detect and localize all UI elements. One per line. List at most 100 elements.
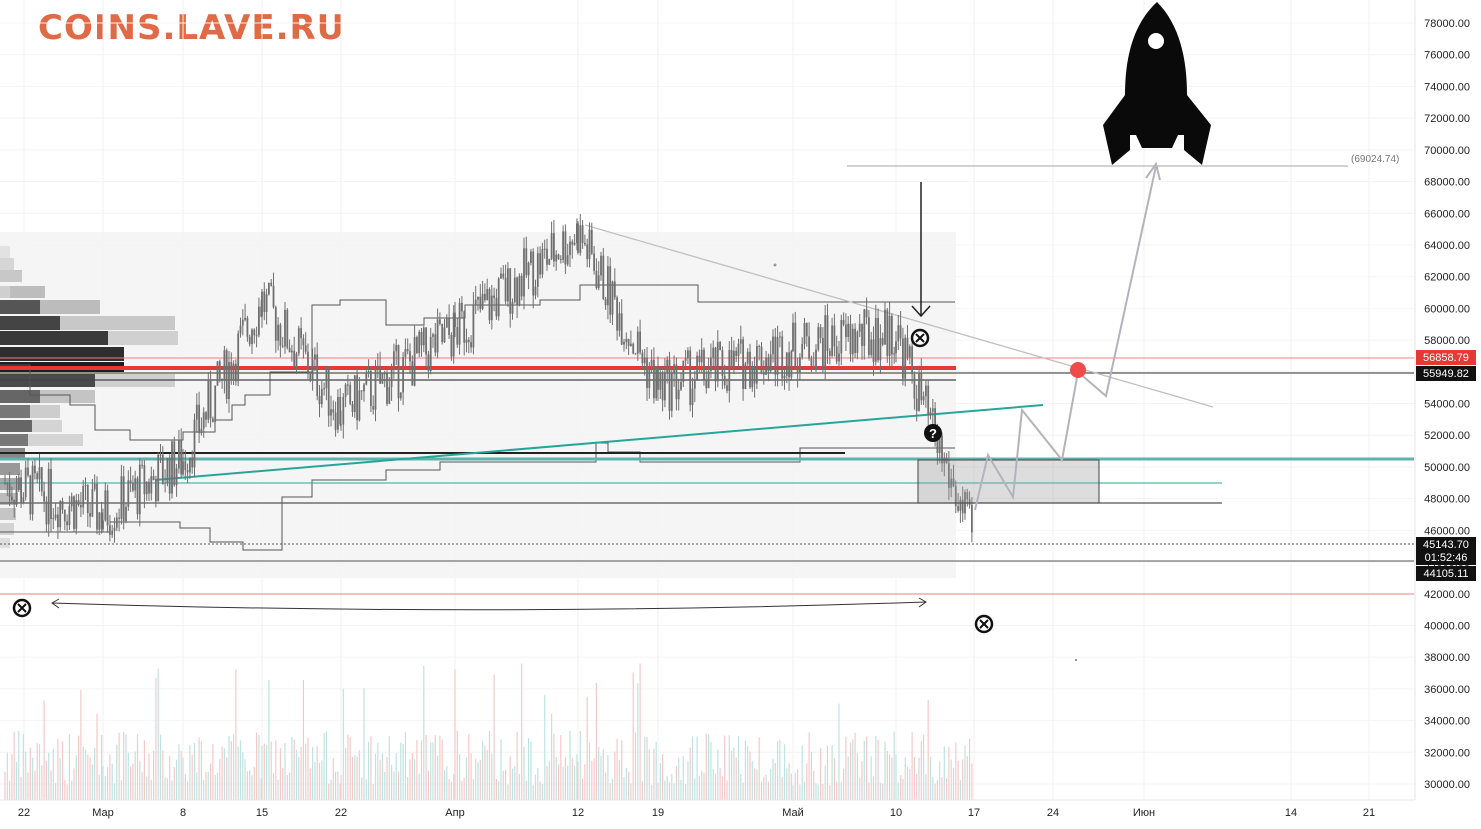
candle-body bbox=[270, 282, 273, 286]
candle-body bbox=[516, 277, 518, 306]
volume-bar bbox=[948, 746, 950, 800]
candle-body bbox=[50, 468, 52, 520]
volume-bar bbox=[847, 756, 849, 800]
range-box bbox=[0, 232, 956, 578]
candle-body bbox=[579, 225, 582, 253]
candle-body bbox=[805, 322, 808, 337]
volume-bar bbox=[703, 772, 705, 800]
candle-body bbox=[152, 476, 155, 481]
volume-bar bbox=[141, 771, 143, 800]
candle-body bbox=[840, 319, 843, 354]
candle-body bbox=[353, 375, 356, 412]
volume-bar bbox=[708, 734, 710, 800]
volume-bar bbox=[9, 780, 11, 800]
volume-bar bbox=[78, 735, 80, 800]
volume-bar bbox=[826, 745, 829, 800]
volume-bar bbox=[765, 774, 767, 800]
volume-bar bbox=[395, 753, 397, 800]
candle-body bbox=[143, 465, 146, 495]
volume-bar bbox=[148, 753, 150, 800]
volume-bar bbox=[207, 771, 209, 800]
volume-bar bbox=[448, 779, 450, 800]
dot-marker bbox=[773, 263, 777, 267]
close-marker-icon bbox=[974, 614, 994, 634]
candle-body bbox=[760, 346, 763, 373]
volume-bar bbox=[402, 743, 404, 800]
candle-body bbox=[125, 506, 127, 522]
candle-body bbox=[47, 468, 50, 525]
candle-body bbox=[527, 263, 530, 276]
volume-bar bbox=[534, 774, 537, 800]
candle-body bbox=[439, 319, 441, 324]
volume-bar bbox=[717, 749, 719, 800]
candle-body bbox=[180, 439, 183, 475]
candle-body bbox=[399, 392, 402, 399]
volume-bar bbox=[790, 773, 792, 800]
volume-bar bbox=[268, 679, 270, 800]
volume-bar bbox=[651, 784, 653, 800]
candle-body bbox=[235, 363, 237, 382]
volume-bar bbox=[772, 758, 774, 800]
candle-body bbox=[102, 520, 104, 530]
candle-body bbox=[413, 337, 416, 386]
candle-body bbox=[277, 324, 279, 341]
volume-bar bbox=[939, 761, 941, 800]
candle-body bbox=[513, 277, 516, 303]
volume-bar bbox=[356, 756, 358, 800]
volume-bar bbox=[726, 780, 728, 800]
volume-bar bbox=[630, 783, 632, 800]
volume-bar bbox=[906, 766, 909, 800]
candle-body bbox=[34, 465, 36, 474]
volume-bar bbox=[817, 784, 819, 800]
candle-body bbox=[225, 350, 228, 399]
candle-body bbox=[877, 318, 879, 361]
candle-body bbox=[291, 350, 293, 353]
volume-bar bbox=[318, 762, 321, 800]
volume-bar bbox=[459, 754, 461, 800]
volume-bar bbox=[261, 745, 263, 800]
volume-bar bbox=[671, 773, 673, 800]
candle-body bbox=[113, 527, 116, 531]
volume-bar bbox=[11, 754, 13, 800]
candle-body bbox=[518, 275, 521, 306]
volume-bar bbox=[831, 745, 833, 800]
candle-body bbox=[611, 281, 614, 315]
volume-bar bbox=[32, 757, 34, 800]
candle-body bbox=[562, 231, 564, 260]
volume-bar bbox=[347, 734, 349, 800]
volume-bar bbox=[564, 757, 566, 800]
volume-bar bbox=[361, 777, 363, 800]
candle-body bbox=[118, 517, 120, 519]
candle-body bbox=[458, 302, 461, 345]
volume-bar bbox=[368, 741, 370, 800]
volume-bar bbox=[920, 741, 922, 800]
volume-bar bbox=[159, 734, 162, 800]
volume-bar bbox=[685, 783, 687, 800]
candle-body bbox=[31, 465, 34, 515]
descending-trendline bbox=[584, 224, 1214, 408]
candle-body bbox=[541, 249, 544, 275]
volume-bar bbox=[291, 736, 293, 800]
question-marker-icon: ? bbox=[924, 424, 942, 442]
volume-bar bbox=[854, 732, 856, 800]
candle-body bbox=[959, 499, 962, 511]
candle-body bbox=[772, 336, 774, 355]
candle-body bbox=[202, 412, 205, 429]
target-point-marker bbox=[1070, 362, 1086, 378]
candle-body bbox=[20, 477, 22, 504]
volume-bar bbox=[735, 757, 737, 800]
candle-body bbox=[98, 512, 101, 530]
candle-body bbox=[360, 390, 363, 392]
volume-bar bbox=[233, 734, 235, 800]
volume-bar bbox=[223, 748, 225, 800]
volume-bar bbox=[614, 751, 616, 800]
candle-body bbox=[293, 350, 296, 366]
volume-bar bbox=[600, 755, 602, 800]
volume-bar bbox=[309, 768, 311, 800]
volume-bar bbox=[621, 740, 623, 800]
volume-bar bbox=[345, 747, 347, 800]
volume-bar bbox=[430, 742, 432, 800]
candle-body bbox=[790, 351, 793, 378]
volume-bar bbox=[710, 741, 712, 800]
